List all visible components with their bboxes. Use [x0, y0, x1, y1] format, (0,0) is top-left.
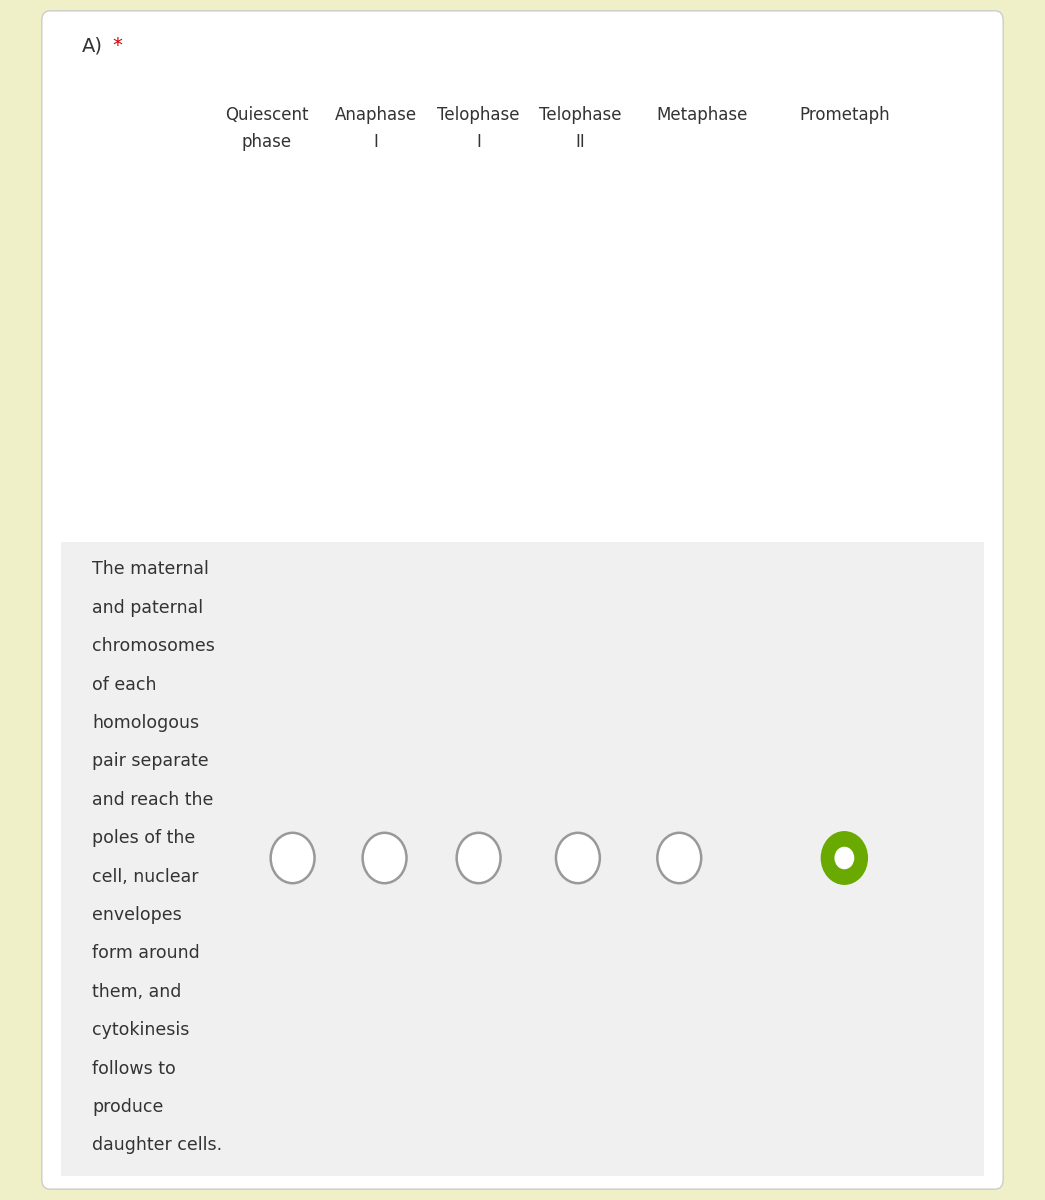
Text: Telophase: Telophase	[539, 106, 621, 124]
Text: and reach the: and reach the	[92, 791, 213, 809]
Text: and paternal: and paternal	[92, 599, 203, 617]
Text: *: *	[113, 36, 122, 55]
Text: phase: phase	[241, 133, 292, 151]
Text: cell, nuclear: cell, nuclear	[92, 868, 199, 886]
FancyBboxPatch shape	[61, 542, 984, 1176]
Text: II: II	[575, 133, 585, 151]
Text: I: I	[477, 133, 481, 151]
Text: The maternal: The maternal	[92, 560, 209, 578]
Text: Quiescent: Quiescent	[225, 106, 308, 124]
Text: produce: produce	[92, 1098, 163, 1116]
Text: chromosomes: chromosomes	[92, 637, 215, 655]
Circle shape	[835, 847, 854, 869]
Text: of each: of each	[92, 676, 157, 694]
Text: poles of the: poles of the	[92, 829, 195, 847]
Text: I: I	[374, 133, 378, 151]
Text: Metaphase: Metaphase	[656, 106, 748, 124]
Text: envelopes: envelopes	[92, 906, 182, 924]
Circle shape	[363, 833, 407, 883]
FancyBboxPatch shape	[42, 11, 1003, 1189]
Circle shape	[271, 833, 315, 883]
Text: Telophase: Telophase	[438, 106, 519, 124]
Circle shape	[457, 833, 501, 883]
Circle shape	[556, 833, 600, 883]
Circle shape	[822, 833, 866, 883]
Text: A): A)	[82, 36, 102, 55]
Text: pair separate: pair separate	[92, 752, 209, 770]
Text: homologous: homologous	[92, 714, 200, 732]
Text: form around: form around	[92, 944, 200, 962]
Circle shape	[657, 833, 701, 883]
Text: Anaphase: Anaphase	[335, 106, 417, 124]
Text: daughter cells.: daughter cells.	[92, 1136, 223, 1154]
Text: Prometaph: Prometaph	[799, 106, 889, 124]
Text: follows to: follows to	[92, 1060, 176, 1078]
Text: cytokinesis: cytokinesis	[92, 1021, 189, 1039]
Text: them, and: them, and	[92, 983, 182, 1001]
